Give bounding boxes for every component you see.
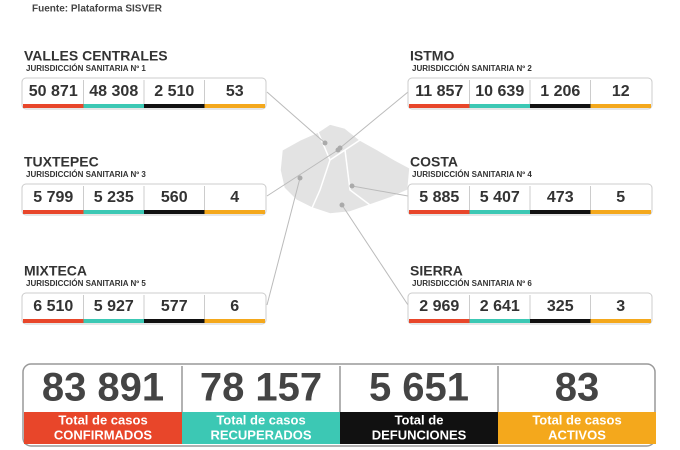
region-value: 12 — [612, 83, 630, 100]
region-value: 11 857 — [415, 83, 463, 100]
cell-bar — [23, 210, 84, 214]
cell-bar — [469, 104, 530, 108]
cell-bar — [144, 210, 205, 214]
region-value: 10 639 — [475, 83, 524, 100]
region-subtitle: JURISDICCIÓN SANITARIA Nº 6 — [412, 279, 532, 288]
total-label-line1: Total de casos — [532, 412, 621, 427]
total-value: 78 157 — [200, 366, 322, 410]
cell-bar — [144, 319, 205, 323]
total-value: 83 — [555, 366, 600, 410]
total-label-bg — [340, 412, 498, 444]
region-value: 2 510 — [154, 83, 194, 100]
region-value: 4 — [230, 189, 239, 206]
cell-bar — [409, 210, 470, 214]
total-label-bg — [182, 412, 340, 444]
cell-bar — [204, 210, 265, 214]
region-value: 325 — [547, 298, 574, 315]
cell-bar — [409, 319, 470, 323]
region-subtitle: JURISDICCIÓN SANITARIA Nº 3 — [26, 170, 146, 179]
cell-bar — [530, 104, 591, 108]
region-value: 577 — [161, 298, 188, 315]
region-name: COSTA — [410, 154, 458, 170]
cell-bar — [83, 210, 144, 214]
region-subtitle: JURISDICCIÓN SANITARIA Nº 5 — [26, 279, 146, 288]
map — [266, 91, 411, 306]
cell-bar — [204, 319, 265, 323]
region-subtitle: JURISDICCIÓN SANITARIA Nº 1 — [26, 64, 146, 73]
total-label-line1: Total de — [395, 412, 444, 427]
cell-bar — [590, 104, 651, 108]
cell-bar — [590, 319, 651, 323]
total-label-line2: ACTIVOS — [548, 427, 606, 442]
region-subtitle: JURISDICCIÓN SANITARIA Nº 4 — [412, 170, 532, 179]
total-value: 5 651 — [369, 366, 469, 410]
total-label-bg — [498, 412, 656, 444]
cell-bar — [590, 210, 651, 214]
region-subtitle: JURISDICCIÓN SANITARIA Nº 2 — [412, 64, 532, 73]
cell-bar — [144, 104, 205, 108]
total-label-line1: Total de casos — [58, 412, 147, 427]
cell-bar — [469, 319, 530, 323]
cell-bar — [83, 104, 144, 108]
cell-bar — [23, 104, 84, 108]
total-value: 83 891 — [42, 366, 164, 410]
region-name: SIERRA — [410, 263, 463, 279]
cell-bar — [83, 319, 144, 323]
region-value: 560 — [161, 189, 188, 206]
cell-bar — [469, 210, 530, 214]
cell-bar — [530, 319, 591, 323]
region-name: MIXTECA — [24, 263, 87, 279]
region-value: 6 — [230, 298, 239, 315]
region-name: VALLES CENTRALES — [24, 48, 168, 64]
total-label-line2: CONFIRMADOS — [54, 427, 153, 442]
region-value: 2 641 — [480, 298, 520, 315]
region-value: 5 235 — [94, 189, 134, 206]
cell-bar — [409, 104, 470, 108]
total-label-line1: Total de casos — [216, 412, 305, 427]
total-label-bg — [24, 412, 182, 444]
region-value: 6 510 — [33, 298, 73, 315]
region-value: 2 969 — [419, 298, 459, 315]
region-name: TUXTEPEC — [24, 154, 99, 170]
cell-bar — [204, 104, 265, 108]
region-value: 5 — [616, 189, 625, 206]
region-value: 48 308 — [89, 83, 138, 100]
region-name: ISTMO — [410, 48, 454, 64]
region-value: 53 — [226, 83, 244, 100]
region-value: 3 — [616, 298, 625, 315]
region-value: 5 799 — [33, 189, 73, 206]
region-value: 1 206 — [540, 83, 580, 100]
region-value: 5 885 — [419, 189, 459, 206]
total-label-line2: DEFUNCIONES — [372, 427, 467, 442]
region-value: 5 927 — [94, 298, 134, 315]
region-value: 5 407 — [480, 189, 520, 206]
region-value: 50 871 — [29, 83, 78, 100]
cell-bar — [530, 210, 591, 214]
total-label-line2: RECUPERADOS — [210, 427, 311, 442]
region-value: 473 — [547, 189, 574, 206]
cell-bar — [23, 319, 84, 323]
source: Fuente: Plataforma SISVER — [32, 4, 163, 15]
